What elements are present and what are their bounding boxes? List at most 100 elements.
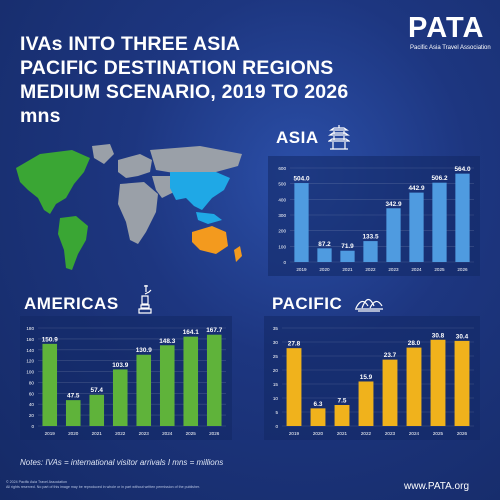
y-tick-label: 0	[275, 424, 278, 429]
bar-2022	[358, 381, 374, 426]
value-label-2022: 133.5	[363, 234, 379, 241]
y-tick-label: 140	[26, 348, 34, 353]
bar-2026	[455, 173, 470, 262]
value-label-2019: 27.8	[288, 341, 301, 348]
y-tick-label: 160	[26, 337, 34, 342]
americas-bar-chart: 0 20 40 60 80 100 120 140 160 180 150.9 2019 47.5 202…	[26, 326, 226, 436]
value-label-2025: 506.2	[432, 175, 448, 182]
y-tick-label: 40	[29, 402, 35, 407]
bar-2021	[334, 405, 350, 426]
bar-2022	[363, 241, 378, 262]
x-tick-label-2024: 2024	[162, 431, 173, 436]
value-label-2020: 87.2	[318, 241, 331, 248]
bar-2025	[430, 339, 446, 426]
y-tick-label: 0	[283, 260, 286, 265]
title-line-4: mns	[20, 105, 61, 127]
bar-2020	[310, 408, 326, 426]
value-label-2024: 442.9	[409, 185, 425, 192]
pagoda-icon	[328, 125, 350, 150]
y-tick-label: 5	[275, 410, 278, 415]
value-label-2019: 504.0	[294, 176, 310, 183]
africa-shape	[118, 182, 158, 244]
logo-word: PATA	[408, 12, 485, 44]
x-tick-label-2021: 2021	[92, 431, 103, 436]
y-tick-label: 10	[273, 396, 279, 401]
y-tick-label: 100	[278, 244, 286, 249]
southeast-asia-shape	[196, 212, 222, 224]
y-tick-label: 25	[273, 354, 279, 359]
bar-2024	[159, 345, 175, 426]
bar-2022	[112, 369, 128, 426]
x-tick-label-2022: 2022	[365, 267, 376, 272]
greenland-shape	[92, 144, 114, 164]
rights-line: All rights reserved. No part of this ima…	[6, 485, 200, 489]
title-line-3: MEDIUM SCENARIO, 2019 TO 2026	[20, 81, 349, 103]
y-tick-label: 15	[273, 382, 279, 387]
bar-2023	[386, 208, 401, 262]
copyright-text: © 2024 Pacific Asia Travel Association A…	[6, 480, 200, 490]
y-tick-label: 80	[29, 380, 35, 385]
bar-2026	[454, 340, 470, 426]
value-label-2021: 7.5	[338, 398, 347, 405]
bar-2024	[406, 347, 422, 426]
bar-2023	[382, 359, 398, 426]
x-tick-label-2024: 2024	[411, 267, 422, 272]
sydney-opera-house-icon	[355, 298, 383, 312]
europe-shape	[118, 154, 152, 178]
value-label-2019: 150.9	[42, 336, 58, 343]
y-tick-label: 0	[31, 424, 34, 429]
x-tick-label-2023: 2023	[385, 431, 396, 436]
value-label-2022: 103.9	[112, 362, 128, 369]
title-line-1: IVAs INTO THREE ASIA	[20, 33, 241, 55]
pacific-panel-title: PACIFIC	[272, 294, 343, 313]
bar-2021	[340, 250, 355, 262]
statue-of-liberty-icon	[138, 285, 152, 314]
middle-east-shape	[152, 176, 174, 198]
value-label-2023: 130.9	[136, 347, 152, 354]
x-tick-label-2025: 2025	[186, 431, 197, 436]
x-tick-label-2023: 2023	[139, 431, 150, 436]
y-tick-label: 300	[278, 213, 286, 218]
x-tick-label-2019: 2019	[45, 431, 56, 436]
asia-bar-chart: 0 100 200 300 400 500 600 504.0 2019 87.2 2020 71.9…	[278, 166, 474, 272]
value-label-2024: 148.3	[159, 338, 175, 345]
y-tick-label: 20	[29, 413, 35, 418]
y-tick-label: 500	[278, 182, 286, 187]
x-tick-label-2020: 2020	[313, 431, 324, 436]
bar-2020	[317, 248, 332, 262]
asia-panel-title: ASIA	[276, 128, 319, 147]
x-tick-label-2023: 2023	[388, 267, 399, 272]
x-tick-label-2022: 2022	[361, 431, 372, 436]
value-label-2020: 47.5	[67, 393, 80, 400]
title-line-2: PACIFIC DESTINATION REGIONS	[20, 57, 334, 79]
x-tick-label-2026: 2026	[209, 431, 220, 436]
y-tick-label: 200	[278, 229, 286, 234]
value-label-2020: 6.3	[314, 401, 323, 408]
value-label-2021: 71.9	[341, 243, 354, 250]
value-label-2026: 564.0	[455, 166, 471, 173]
y-tick-label: 60	[29, 391, 35, 396]
pata-logo: PATA Pacific Asia Travel Association	[408, 12, 492, 56]
y-tick-label: 400	[278, 197, 286, 202]
bar-2019	[286, 348, 302, 426]
value-label-2023: 342.9	[386, 201, 402, 208]
australia-shape	[192, 226, 228, 254]
asia-shape	[170, 172, 230, 210]
x-tick-label-2020: 2020	[319, 267, 330, 272]
value-label-2026: 30.4	[456, 333, 469, 340]
value-label-2024: 28.0	[408, 340, 421, 347]
x-tick-label-2024: 2024	[409, 431, 420, 436]
bar-2019	[42, 343, 58, 426]
x-tick-label-2021: 2021	[342, 267, 353, 272]
y-tick-label: 20	[273, 368, 279, 373]
y-tick-label: 180	[26, 326, 34, 331]
x-tick-label-2019: 2019	[296, 267, 307, 272]
bar-2025	[183, 336, 199, 426]
website-link[interactable]: www.PATA.org	[404, 481, 470, 492]
x-tick-label-2019: 2019	[289, 431, 300, 436]
bar-2019	[294, 183, 309, 262]
world-map-icon	[16, 144, 242, 270]
y-tick-label: 100	[26, 370, 34, 375]
x-tick-label-2021: 2021	[337, 431, 348, 436]
